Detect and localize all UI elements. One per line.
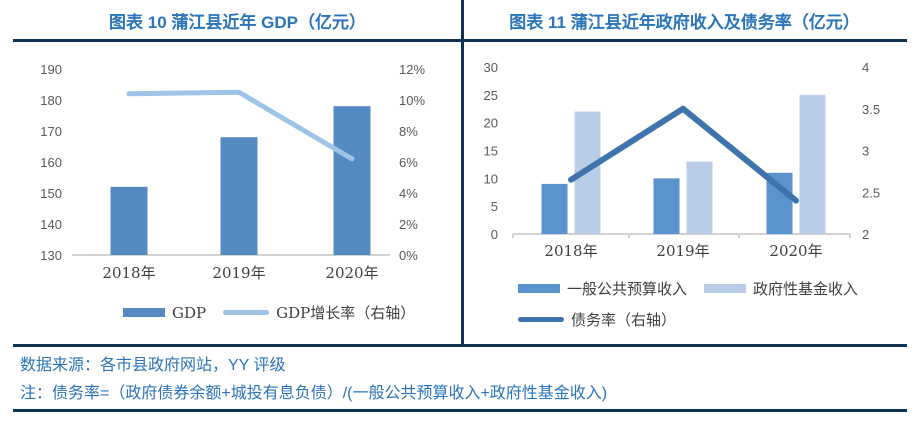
bar-2019年 [686,161,713,234]
right-axis-tick-label: 12% [399,62,425,77]
gdp-bar-swatch [123,308,165,317]
chart2-title: 图表 11 蒲江县近年政府收入及债务率（亿元） [509,13,860,32]
bar-2018年 [110,186,148,255]
left-axis-tick-label: 25 [484,88,498,103]
category-label: 2018年 [102,264,155,282]
left-axis-tick-label: 140 [40,217,62,232]
left-axis-tick-label: 0 [491,227,498,242]
right-axis-tick-label: 2 [862,227,869,242]
right-axis-tick-label: 0% [399,248,418,263]
right-axis-tick-label: 2.5 [862,185,880,200]
legend-label: GDP增长率（右轴） [276,304,416,322]
legend-row: 一般公共预算收入 政府性基金收入 [518,278,858,299]
left-axis-tick-label: 15 [484,144,498,159]
category-label: 2019年 [656,242,709,260]
legend-item-fund-revenue: 政府性基金收入 [704,278,858,299]
left-axis-tick-label: 170 [40,124,62,139]
chart1-title: 图表 10 蒲江县近年 GDP（亿元） [109,13,366,32]
debt-ratio-line-swatch [518,317,564,322]
legend-item-budget-revenue: 一般公共预算收入 [518,278,687,299]
left-axis-tick-label: 5 [491,199,498,214]
category-label: 2020年 [769,242,822,260]
trend-line [126,89,355,162]
left-axis-tick-label: 160 [40,155,62,170]
revenue-debt-bar-line-chart: 30 25 20 15 10 5 0 4 3.5 3 2.5 2 2018年 2019年 2020年 [484,60,881,260]
fund-revenue-bar-swatch [704,284,747,293]
bar-2020年 [799,94,826,234]
left-axis-tick-label: 190 [40,62,62,77]
legend-item-debt-ratio: 债务率（右轴） [518,309,676,330]
footnote-text: 注：债务率=（政府债券余额+城投有息负债）/(一般公共预算收入+政府性基金收入) [20,385,608,402]
data-source-text: 数据来源：各市县政府网站，YY 评级 [20,357,286,374]
left-axis-tick-label: 130 [40,248,62,263]
footer-bottom-rule [13,409,907,412]
chart1-legend: GDP GDP增长率（右轴） [123,302,415,323]
left-axis-tick-label: 180 [40,93,62,108]
legend-row: 债务率（右轴） [518,309,676,330]
gdp-bar-line-chart: 190 180 170 160 150 140 130 12% 10% 8% 6% 4% 2% 0% 201… [40,62,425,282]
right-axis-tick-label: 4% [399,186,418,201]
panel-divider [461,0,464,345]
left-axis-tick-label: 10 [484,171,498,186]
bar-2020年 [333,106,371,255]
right-axis-tick-label: 3 [862,144,869,159]
right-axis-tick-label: 3.5 [862,102,880,117]
budget-revenue-bar-swatch [518,284,560,293]
right-axis-tick-label: 2% [399,217,418,232]
legend-label: GDP [172,303,207,322]
category-label: 2020年 [325,264,378,282]
category-label: 2018年 [544,242,597,260]
footer-top-rule [13,344,907,347]
growth-line-swatch [223,310,270,315]
left-axis-tick-label: 20 [484,116,498,131]
legend-item-gdp: GDP [123,304,206,322]
bar-2018年 [541,183,568,234]
category-label: 2019年 [212,264,265,282]
right-axis-tick-label: 4 [862,60,869,75]
trend-line [568,105,799,204]
legend-label: 债务率（右轴） [571,311,677,329]
chart1-title-rule [13,39,462,42]
right-axis-tick-label: 6% [399,155,418,170]
bar-2019年 [220,137,258,255]
legend-label: 政府性基金收入 [753,280,859,298]
bar-2019年 [653,178,680,234]
legend-item-gdp-growth: GDP增长率（右轴） [223,302,415,323]
legend-row: GDP GDP增长率（右轴） [123,302,415,323]
right-axis-tick-label: 10% [399,93,425,108]
legend-label: 一般公共预算收入 [567,280,688,298]
chart2-title-rule [462,39,907,42]
left-axis-tick-label: 30 [484,60,498,75]
chart2-legend: 一般公共预算收入 政府性基金收入 债务率（右轴） [518,278,858,330]
left-axis-tick-label: 150 [40,186,62,201]
right-axis-tick-label: 8% [399,124,418,139]
